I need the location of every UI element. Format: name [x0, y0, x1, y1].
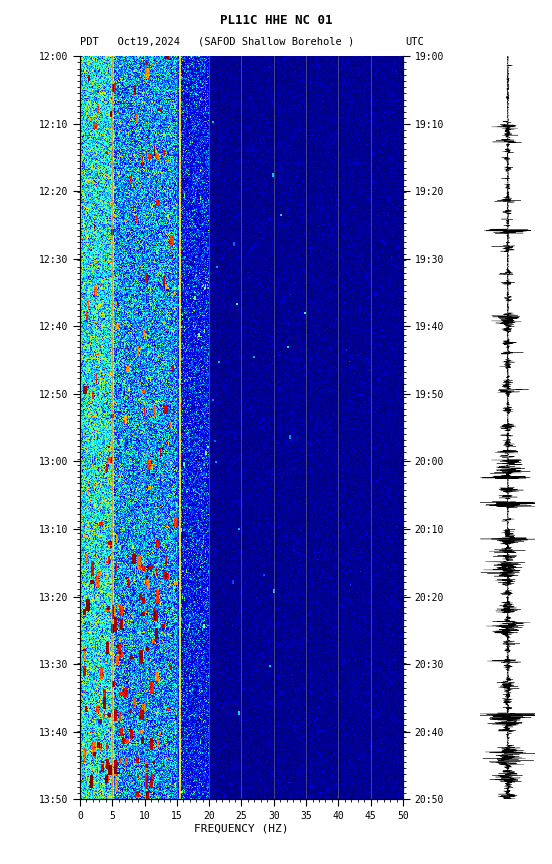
Text: PL11C HHE NC 01: PL11C HHE NC 01 — [220, 14, 332, 27]
Text: PDT   Oct19,2024: PDT Oct19,2024 — [80, 36, 180, 47]
Text: UTC: UTC — [406, 36, 424, 47]
X-axis label: FREQUENCY (HZ): FREQUENCY (HZ) — [194, 823, 289, 834]
Text: (SAFOD Shallow Borehole ): (SAFOD Shallow Borehole ) — [198, 36, 354, 47]
